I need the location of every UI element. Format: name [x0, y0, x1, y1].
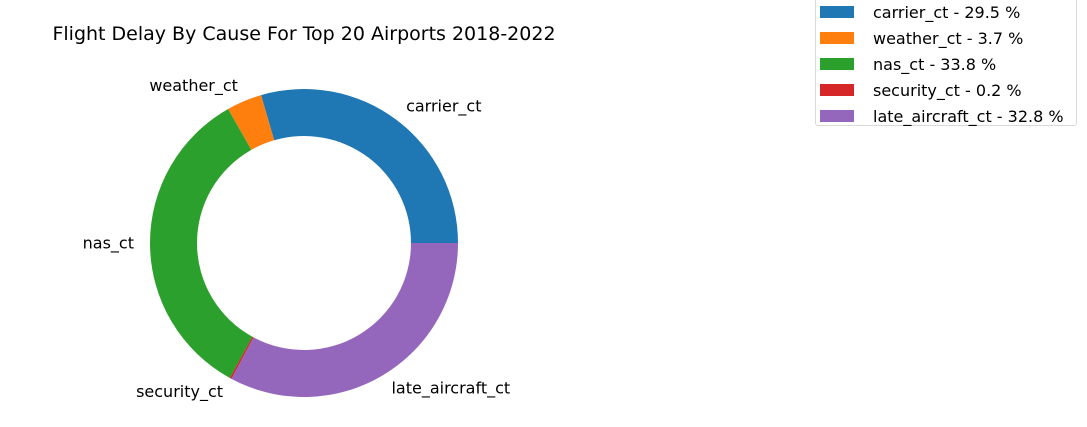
chart-title: Flight Delay By Cause For Top 20 Airport…	[52, 23, 555, 45]
legend-item-security-ct: security_ct - 0.2 %	[816, 77, 1076, 103]
slice-label-weather-ct: weather_ct	[149, 76, 238, 96]
slice-label-carrier-ct: carrier_ct	[406, 97, 481, 117]
slice-late-aircraft-ct	[231, 243, 458, 397]
legend-label: security_ct - 0.2 %	[873, 80, 1022, 100]
legend-swatch	[820, 32, 854, 44]
legend-item-weather-ct: weather_ct - 3.7 %	[816, 25, 1076, 51]
slice-labels-group: carrier_ct weather_ct nas_ct security_ct lat…	[83, 76, 511, 402]
legend-swatch	[820, 84, 854, 96]
legend-label: nas_ct - 33.8 %	[873, 54, 997, 74]
legend-swatch	[820, 58, 854, 70]
legend-item-carrier-ct: carrier_ct - 29.5 %	[816, 0, 1076, 25]
slice-security-ct	[229, 336, 254, 379]
slice-weather-ct	[228, 95, 275, 150]
slice-label-security-ct: security_ct	[136, 382, 223, 402]
legend-swatch	[820, 110, 854, 122]
legend-swatch	[820, 6, 854, 18]
legend-label: carrier_ct - 29.5 %	[873, 2, 1021, 22]
legend-item-nas-ct: nas_ct - 33.8 %	[816, 51, 1076, 77]
slice-nas-ct	[149, 108, 253, 378]
legend-items: carrier_ct - 29.5 % weather_ct - 3.7 % nas…	[816, 0, 1076, 129]
slices-group	[149, 89, 458, 397]
legend-label: weather_ct - 3.7 %	[873, 28, 1024, 48]
slice-label-late-aircraft-ct: late_aircraft_ct	[391, 378, 510, 398]
legend-label: late_aircraft_ct - 32.8 %	[873, 106, 1064, 126]
slice-label-nas-ct: nas_ct	[83, 234, 134, 254]
slice-carrier-ct	[261, 89, 458, 244]
legend-item-late-aircraft-ct: late_aircraft_ct - 32.8 %	[816, 103, 1076, 129]
legend: carrier_ct - 29.5 % weather_ct - 3.7 % nas…	[815, 0, 1077, 126]
